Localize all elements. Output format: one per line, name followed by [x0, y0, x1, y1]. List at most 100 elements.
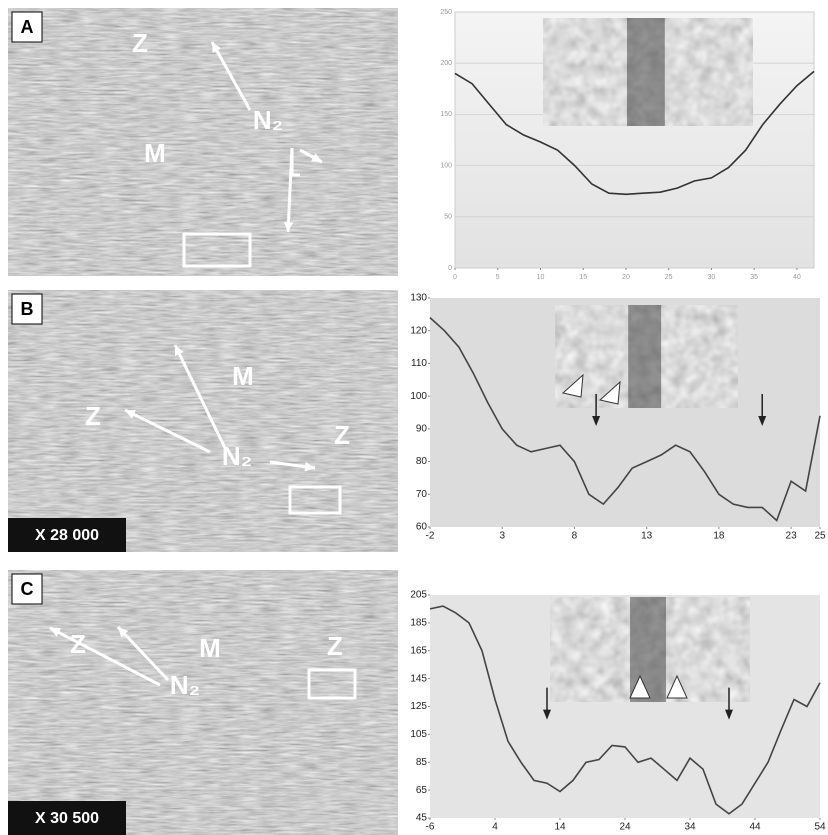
x-tick-label: 24 — [619, 822, 631, 833]
y-tick-label: 50 — [444, 214, 452, 221]
x-tick-label: 25 — [814, 531, 826, 542]
y-tick-label: 0 — [448, 265, 452, 272]
x-tick-label: 5 — [496, 274, 500, 281]
x-tick-label: 20 — [622, 274, 630, 281]
y-tick-label: 120 — [410, 325, 427, 336]
x-tick-label: 54 — [814, 822, 826, 833]
x-tick-label: 3 — [499, 531, 505, 542]
y-tick-label: 70 — [416, 489, 428, 500]
magnification: X 30 500 — [35, 810, 99, 827]
annotation: N₂ — [170, 670, 200, 700]
roi — [182, 232, 252, 268]
arrow — [173, 344, 227, 449]
arrow-head — [175, 345, 184, 356]
arrow-head — [725, 709, 733, 720]
line-series — [454, 70, 815, 196]
magnification: X 28 000 — [35, 527, 99, 544]
line-series — [429, 317, 821, 522]
arrow-head — [311, 153, 322, 162]
x-tick-label: 10 — [537, 274, 545, 281]
arrow — [49, 626, 161, 687]
annotation: N₂ — [253, 105, 283, 135]
arrow-head — [758, 415, 767, 426]
arrowhead-marker — [666, 674, 688, 699]
arrow-head — [592, 415, 601, 426]
x-tick-label: 4 — [492, 822, 498, 833]
inset-band — [628, 305, 662, 408]
x-tick-label: 44 — [749, 822, 761, 833]
arrowhead-marker — [561, 373, 584, 398]
arrow — [116, 625, 170, 682]
y-tick-label: 80 — [416, 456, 428, 467]
label-box — [11, 293, 43, 325]
arrow-head — [304, 461, 315, 472]
y-tick-label: 125 — [410, 701, 427, 712]
y-tick-label: 150 — [440, 111, 452, 118]
arrowhead-marker — [629, 674, 651, 699]
y-tick-label: 185 — [410, 618, 427, 629]
inset-band — [627, 18, 665, 126]
panel-label: C — [21, 579, 34, 599]
x-tick-label: 0 — [453, 274, 457, 281]
roi — [307, 668, 357, 700]
annotation: M — [199, 633, 221, 663]
arrow-head — [212, 42, 222, 53]
arrow — [210, 41, 252, 111]
x-tick-label: 40 — [793, 274, 801, 281]
y-tick-label: 200 — [440, 60, 452, 67]
x-tick-label: 35 — [750, 274, 758, 281]
y-tick-label: 90 — [416, 423, 428, 434]
y-tick-label: 165 — [410, 645, 427, 656]
annotation: N₂ — [222, 441, 252, 471]
arrow-head — [283, 221, 294, 232]
y-tick-label: 60 — [416, 522, 428, 533]
arrow — [290, 150, 300, 177]
x-tick-label: 8 — [572, 531, 578, 542]
y-tick-label: 100 — [410, 391, 427, 402]
arrow-head — [50, 628, 61, 637]
x-tick-label: -2 — [426, 531, 435, 542]
x-tick-label: 34 — [684, 822, 696, 833]
arrow-head — [543, 709, 551, 720]
y-tick-label: 100 — [440, 162, 452, 169]
line-series — [429, 605, 821, 815]
y-tick-label: 45 — [416, 813, 428, 824]
scale-box — [8, 518, 126, 552]
annotation: Z — [132, 28, 148, 58]
arrow-head — [125, 410, 136, 419]
micrograph — [8, 570, 398, 835]
x-tick-label: 23 — [786, 531, 798, 542]
x-tick-label: 14 — [554, 822, 566, 833]
micrograph — [8, 8, 398, 276]
y-tick-label: 205 — [410, 590, 427, 601]
arrow-head — [118, 627, 129, 638]
x-tick-label: -6 — [426, 822, 435, 833]
inset-image — [554, 304, 739, 409]
x-tick-label: 25 — [665, 274, 673, 281]
micrograph — [8, 290, 398, 552]
y-tick-label: 110 — [411, 358, 427, 369]
arrowhead-marker — [598, 380, 621, 405]
annotation: Z — [327, 631, 343, 661]
label-box — [11, 573, 43, 605]
label-box — [11, 11, 43, 43]
y-tick-label: 85 — [416, 757, 428, 768]
x-tick-label: 13 — [641, 531, 653, 542]
scale-box — [8, 801, 126, 835]
x-tick-label: 18 — [713, 531, 725, 542]
panel-label: B — [21, 299, 34, 319]
inset-image — [549, 596, 751, 703]
annotation: M — [232, 361, 254, 391]
y-tick-label: 130 — [410, 293, 427, 304]
panel-label: A — [21, 17, 34, 37]
arrow — [124, 408, 211, 454]
x-tick-label: 30 — [708, 274, 716, 281]
annotation: M — [144, 138, 166, 168]
x-tick-label: 15 — [579, 274, 587, 281]
y-tick-label: 65 — [416, 785, 428, 796]
y-tick-label: 250 — [440, 9, 452, 16]
y-tick-label: 105 — [410, 729, 427, 740]
roi — [288, 485, 342, 515]
inset-image — [542, 17, 754, 127]
